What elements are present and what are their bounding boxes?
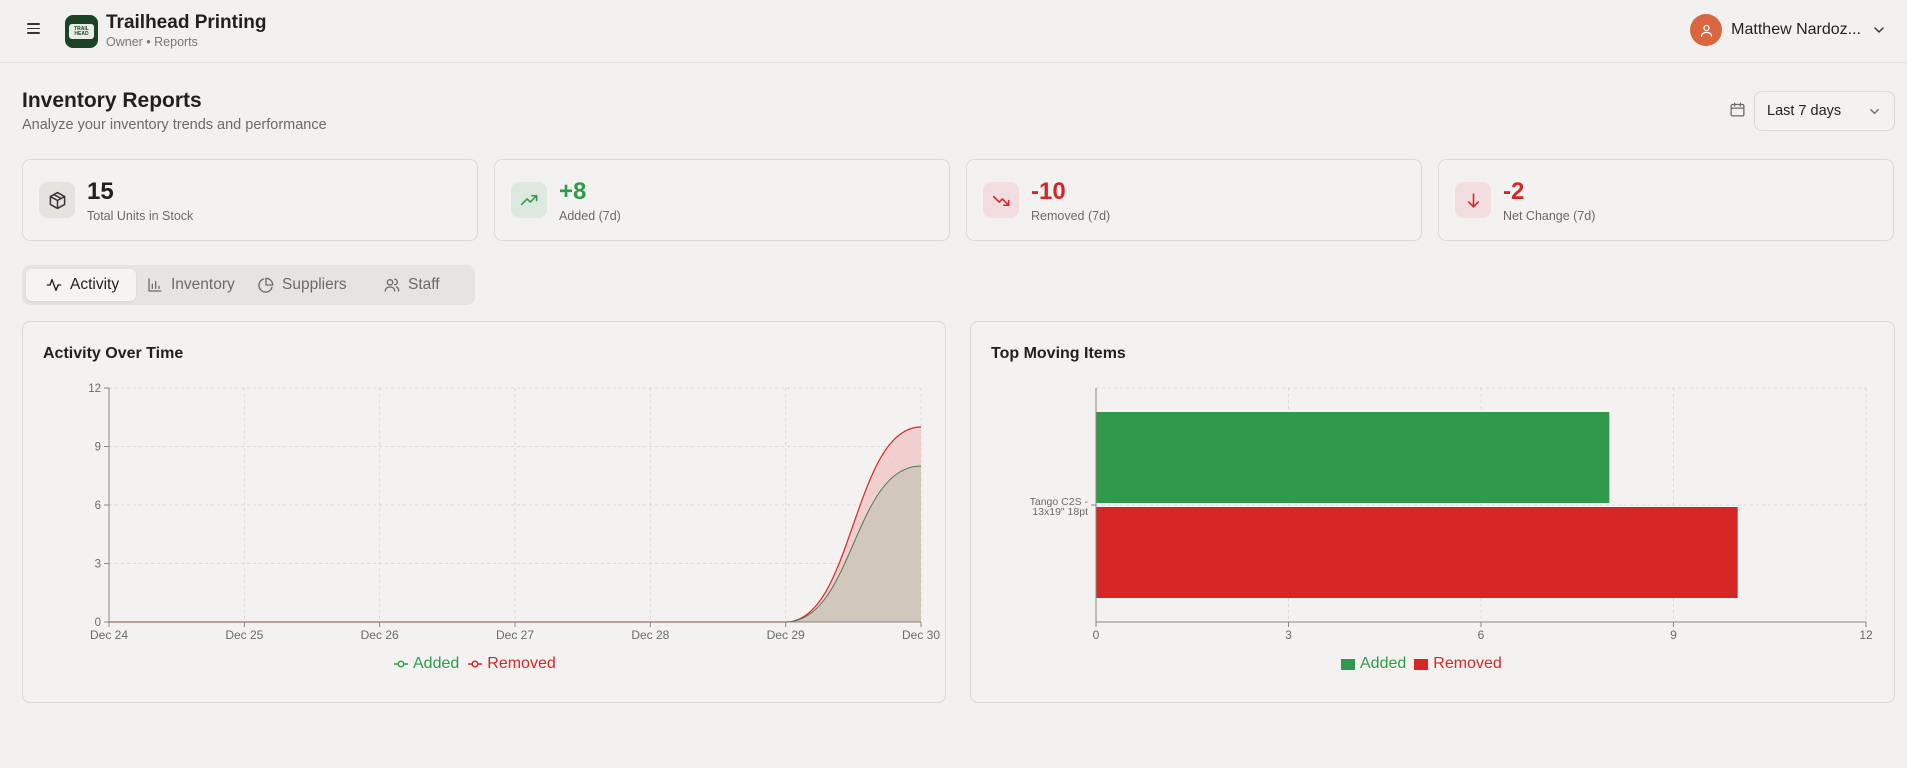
tab-label: Suppliers [282, 276, 347, 293]
y-tick-label: 0 [95, 617, 101, 629]
legend-label: Removed [487, 655, 556, 672]
legend-item-added[interactable]: Added [1341, 655, 1406, 673]
date-range-select[interactable]: Last 7 days [1754, 91, 1895, 131]
top-items-bar-chart: Tango C2S -13x19" 18pt 0 3 6 9 12 [1030, 387, 1873, 642]
y-tick-label: 12 [88, 383, 101, 395]
legend-line-marker-icon [468, 660, 483, 668]
calendar-icon [1730, 102, 1745, 117]
user-name: Matthew Nardoz... [1731, 21, 1861, 38]
legend-item-removed[interactable]: Removed [1414, 655, 1502, 673]
x-tick-label: 6 [1478, 628, 1485, 642]
legend-line-marker-icon [394, 660, 408, 668]
avatar[interactable] [1690, 14, 1723, 46]
tab-label: Inventory [171, 276, 235, 293]
stat-card-removed: -10 Removed (7d) [966, 159, 1422, 241]
package-icon [49, 191, 65, 209]
y-tick-label: 3 [95, 559, 101, 571]
users-icon [384, 278, 400, 292]
x-tick-label: Dec 26 [361, 628, 399, 642]
top-moving-items-card: Top Moving Items Tango C2S -13x19" 18pt 0… [970, 321, 1895, 703]
legend-label: Removed [1433, 655, 1502, 672]
legend-item-removed[interactable]: Removed [467, 655, 556, 673]
chart-title: Top Moving Items [991, 345, 1126, 362]
bar-chart-icon [148, 278, 162, 292]
y-tick-label: 6 [95, 500, 101, 512]
page-subtitle: Analyze your inventory trends and perfor… [22, 117, 327, 133]
trending-down-icon [992, 195, 1009, 206]
stat-label: Removed (7d) [1031, 209, 1111, 223]
legend-swatch [1341, 658, 1355, 670]
tab-label: Activity [70, 276, 120, 293]
brand-logo[interactable]: TRAIL HEAD [65, 15, 98, 48]
menu-icon[interactable] [24, 20, 44, 40]
chevron-down-icon[interactable] [1871, 22, 1887, 38]
arrow-down-icon [1467, 192, 1479, 208]
user-icon [1700, 24, 1712, 37]
brand: Trailhead Printing Owner • Reports [106, 12, 266, 50]
chevron-down-icon [1870, 109, 1879, 114]
stat-label: Added (7d) [559, 209, 621, 223]
series-area-added [109, 466, 921, 622]
stat-icon-box [511, 182, 547, 218]
x-tick-label: 0 [1093, 628, 1100, 642]
app-header: TRAIL HEAD Trailhead Printing Owner • Re… [0, 0, 1907, 63]
stat-label: Total Units in Stock [87, 209, 194, 223]
tab-staff[interactable]: Staff [384, 269, 474, 301]
stat-value: -2 [1503, 178, 1525, 205]
tab-inventory[interactable]: Inventory [147, 269, 257, 301]
stat-value: 15 [87, 178, 114, 205]
page-title: Inventory Reports [22, 89, 202, 112]
chart-title: Activity Over Time [43, 345, 184, 362]
x-tick-label: Dec 27 [496, 628, 534, 642]
pie-chart-icon [258, 277, 274, 293]
tab-label: Staff [408, 276, 440, 293]
activity-area-chart: 0 3 6 9 12 Dec 24 Dec 25 Dec 26 Dec 27 Dec 28 Dec … [88, 383, 940, 642]
stat-value: +8 [559, 178, 587, 205]
logo-text: TRAIL HEAD [69, 24, 94, 39]
stat-label: Net Change (7d) [1503, 209, 1596, 223]
date-range-value: Last 7 days [1767, 103, 1842, 119]
stat-value: -10 [1031, 178, 1066, 205]
stat-icon-box [39, 182, 75, 218]
chart-legend: Added Removed [393, 655, 564, 673]
x-tick-label: Dec 29 [767, 628, 805, 642]
bar-removed [1096, 507, 1738, 598]
x-tick-label: 12 [1859, 628, 1873, 642]
activity-icon [46, 279, 62, 291]
x-tick-label: Dec 28 [631, 628, 669, 642]
activity-chart-card: Activity Over Time 0 3 6 9 12 Dec 24 Dec 25 Dec… [22, 321, 946, 703]
user-menu[interactable]: Matthew Nardoz... [1690, 14, 1887, 46]
legend-label: Added [413, 655, 460, 672]
stat-card-total-units: 15 Total Units in Stock [22, 159, 478, 241]
x-tick-label: Dec 25 [225, 628, 263, 642]
legend-item-added[interactable]: Added [393, 655, 459, 673]
stat-card-net-change: -2 Net Change (7d) [1438, 159, 1894, 241]
legend-label: Added [1360, 655, 1407, 672]
x-tick-label: Dec 30 [902, 628, 940, 642]
stat-card-added: +8 Added (7d) [494, 159, 950, 241]
x-tick-label: 9 [1670, 628, 1677, 642]
trending-up-icon [520, 194, 537, 205]
y-category-label: Tango C2S - [1030, 496, 1089, 508]
x-tick-label: Dec 24 [90, 628, 128, 642]
legend-swatch [1414, 658, 1429, 670]
report-tabs: Activity Inventory Suppliers Staff [22, 265, 475, 305]
stat-icon-box [1455, 182, 1491, 218]
brand-subtitle: Owner • Reports [106, 35, 198, 49]
chart-legend: Added Removed [1341, 655, 1510, 673]
tab-activity[interactable]: Activity [26, 269, 136, 301]
bar-added [1096, 412, 1610, 503]
brand-name: Trailhead Printing [106, 12, 267, 33]
stat-icon-box [983, 182, 1019, 218]
tab-suppliers[interactable]: Suppliers [258, 269, 368, 301]
y-tick-label: 9 [95, 442, 101, 454]
y-category-label: 13x19" 18pt [1032, 506, 1088, 518]
x-tick-label: 3 [1285, 628, 1292, 642]
